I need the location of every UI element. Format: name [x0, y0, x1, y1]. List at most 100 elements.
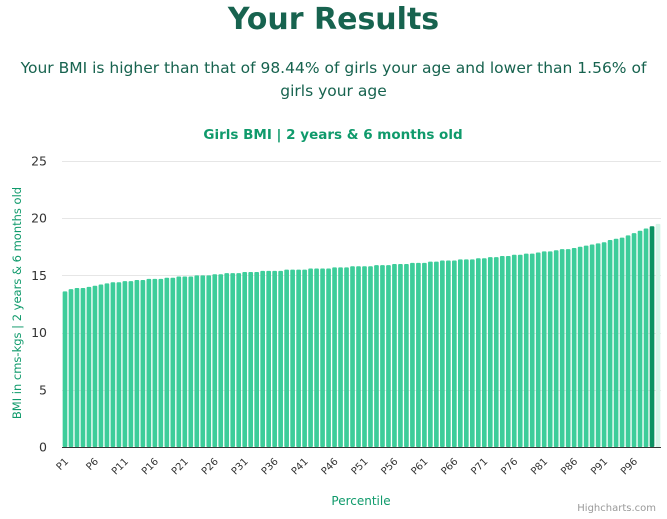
bar[interactable]: P15: 14.7	[146, 278, 152, 447]
bar[interactable]: P86: 17.4	[571, 247, 577, 447]
bar[interactable]: P26: 15.1	[212, 274, 218, 447]
bar[interactable]: P56: 16	[392, 263, 397, 447]
bar[interactable]: P63: 16.2	[434, 261, 439, 447]
bar[interactable]: P33: 15.3	[254, 271, 260, 447]
bar[interactable]: P16: 14.7	[152, 278, 158, 447]
bar[interactable]: P62: 16.2	[428, 261, 433, 447]
bar[interactable]: P65: 16.3	[446, 260, 451, 447]
bar[interactable]: P1: 13.6	[62, 291, 68, 447]
bar[interactable]: P37: 15.4	[278, 270, 283, 447]
bar[interactable]: P4: 13.9	[80, 287, 86, 447]
bar[interactable]: P8: 14.3	[104, 283, 110, 447]
bar[interactable]: P10: 14.4	[116, 282, 122, 447]
bar[interactable]: P68: 16.4	[463, 259, 469, 447]
bar[interactable]: P11: 14.5	[122, 281, 128, 447]
bar[interactable]: P20: 14.9	[176, 276, 182, 447]
bar[interactable]: P7: 14.2	[98, 284, 104, 447]
bar[interactable]: P60: 16.1	[416, 262, 421, 447]
bar[interactable]: P85: 17.3	[565, 249, 571, 447]
bar[interactable]: P82: 17.1	[547, 251, 553, 447]
bar[interactable]: P72: 16.6	[487, 257, 493, 447]
bar[interactable]: P32: 15.3	[248, 271, 254, 447]
bar[interactable]: P35: 15.4	[266, 270, 271, 447]
bar[interactable]: P41: 15.5	[302, 269, 307, 447]
bar[interactable]: P29: 15.2	[230, 273, 236, 447]
bar[interactable]: P69: 16.4	[469, 259, 475, 447]
bar[interactable]: P21: 14.9	[182, 276, 188, 447]
bar[interactable]: P73: 16.6	[493, 257, 499, 447]
bar[interactable]: P47: 15.7	[338, 267, 343, 447]
bar[interactable]: P5: 14	[86, 286, 92, 447]
bar[interactable]: P18: 14.8	[164, 277, 170, 447]
bar[interactable]: P81: 17.1	[541, 251, 547, 447]
bar[interactable]: P36: 15.4	[272, 270, 277, 447]
bar[interactable]: P51: 15.8	[362, 266, 367, 447]
bar[interactable]: P17: 14.7	[158, 278, 164, 447]
bar[interactable]: P28: 15.2	[224, 273, 230, 447]
bar[interactable]: P71: 16.5	[481, 258, 487, 447]
bar[interactable]: P12: 14.5	[128, 281, 134, 447]
bar[interactable]: P52: 15.8	[368, 266, 373, 447]
bar[interactable]: P96: 18.7	[631, 233, 637, 447]
bar[interactable]: P94: 18.3	[619, 237, 625, 447]
bar[interactable]: P66: 16.3	[452, 260, 457, 447]
highcharts-credit-link[interactable]: Highcharts.com	[577, 503, 656, 514]
bar[interactable]: P49: 15.8	[350, 266, 355, 447]
bar[interactable]: P42: 15.6	[308, 268, 313, 447]
bar[interactable]: P78: 16.9	[523, 253, 529, 447]
bar[interactable]: P48: 15.7	[344, 267, 349, 447]
bar[interactable]: P50: 15.8	[356, 266, 361, 447]
bar[interactable]: P79: 16.9	[529, 253, 535, 447]
bar[interactable]: P75: 16.7	[505, 255, 511, 447]
bar[interactable]: P88: 17.6	[583, 245, 589, 447]
bar[interactable]: P27: 15.1	[218, 274, 224, 447]
bar[interactable]: P57: 16	[398, 263, 403, 447]
bar[interactable]: P2: 13.8	[68, 289, 74, 447]
bar[interactable]: P19: 14.8	[170, 277, 176, 447]
bar[interactable]: P46: 15.7	[332, 267, 337, 447]
bar[interactable]: P31: 15.3	[242, 271, 248, 447]
bar[interactable]: P77: 16.8	[517, 254, 523, 447]
bar[interactable]: P87: 17.5	[577, 246, 583, 447]
bar[interactable]: P61: 16.1	[422, 262, 427, 447]
bar[interactable]: P91: 17.9	[601, 242, 607, 447]
bar[interactable]: P80: 17	[535, 252, 541, 447]
bar[interactable]: P6: 14.1	[92, 285, 98, 447]
bar[interactable]: P55: 15.9	[386, 265, 391, 447]
bar[interactable]: P76: 16.8	[511, 254, 517, 447]
bar[interactable]: P9: 14.4	[110, 282, 116, 447]
bar[interactable]: P74: 16.7	[499, 255, 505, 447]
bar[interactable]: P23: 15	[194, 275, 200, 447]
bar[interactable]: P90: 17.8	[595, 243, 601, 447]
bar[interactable]: P22: 14.9	[188, 276, 194, 447]
bar[interactable]: P67: 16.4	[458, 259, 463, 447]
bar[interactable]: P13: 14.6	[134, 279, 140, 447]
bar[interactable]: P64: 16.3	[440, 260, 445, 447]
bar[interactable]: P95: 18.5	[625, 235, 631, 447]
bar[interactable]: P59: 16.1	[410, 262, 415, 447]
highlighted-bar[interactable]: P99: 19.3	[649, 226, 655, 447]
bar[interactable]: P14: 14.6	[140, 279, 146, 447]
bar[interactable]: P34: 15.4	[260, 270, 265, 447]
bar[interactable]: P38: 15.5	[284, 269, 289, 447]
bar[interactable]: P30: 15.2	[236, 273, 242, 447]
bar[interactable]: P40: 15.5	[296, 269, 301, 447]
bar[interactable]: P44: 15.6	[320, 268, 325, 447]
bar[interactable]: P97: 18.9	[637, 230, 643, 447]
bar[interactable]: P3: 13.9	[74, 287, 80, 447]
bar[interactable]: P70: 16.5	[475, 258, 481, 447]
bar[interactable]: P84: 17.3	[559, 249, 565, 447]
bar[interactable]: P58: 16	[404, 263, 409, 447]
bar[interactable]: P100: 19.5	[655, 223, 661, 447]
bar[interactable]: P92: 18.1	[607, 239, 613, 447]
bar[interactable]: P43: 15.6	[314, 268, 319, 447]
bar[interactable]: P54: 15.9	[380, 265, 385, 447]
bar[interactable]: P39: 15.5	[290, 269, 295, 447]
bar[interactable]: P45: 15.6	[326, 268, 331, 447]
bar[interactable]: P83: 17.2	[553, 250, 559, 447]
bar[interactable]: P53: 15.9	[374, 265, 379, 447]
bar[interactable]: P98: 19.1	[643, 228, 649, 448]
bar[interactable]: P25: 15	[206, 275, 212, 447]
bar[interactable]: P93: 18.2	[613, 238, 619, 447]
bar[interactable]: P89: 17.7	[589, 244, 595, 447]
